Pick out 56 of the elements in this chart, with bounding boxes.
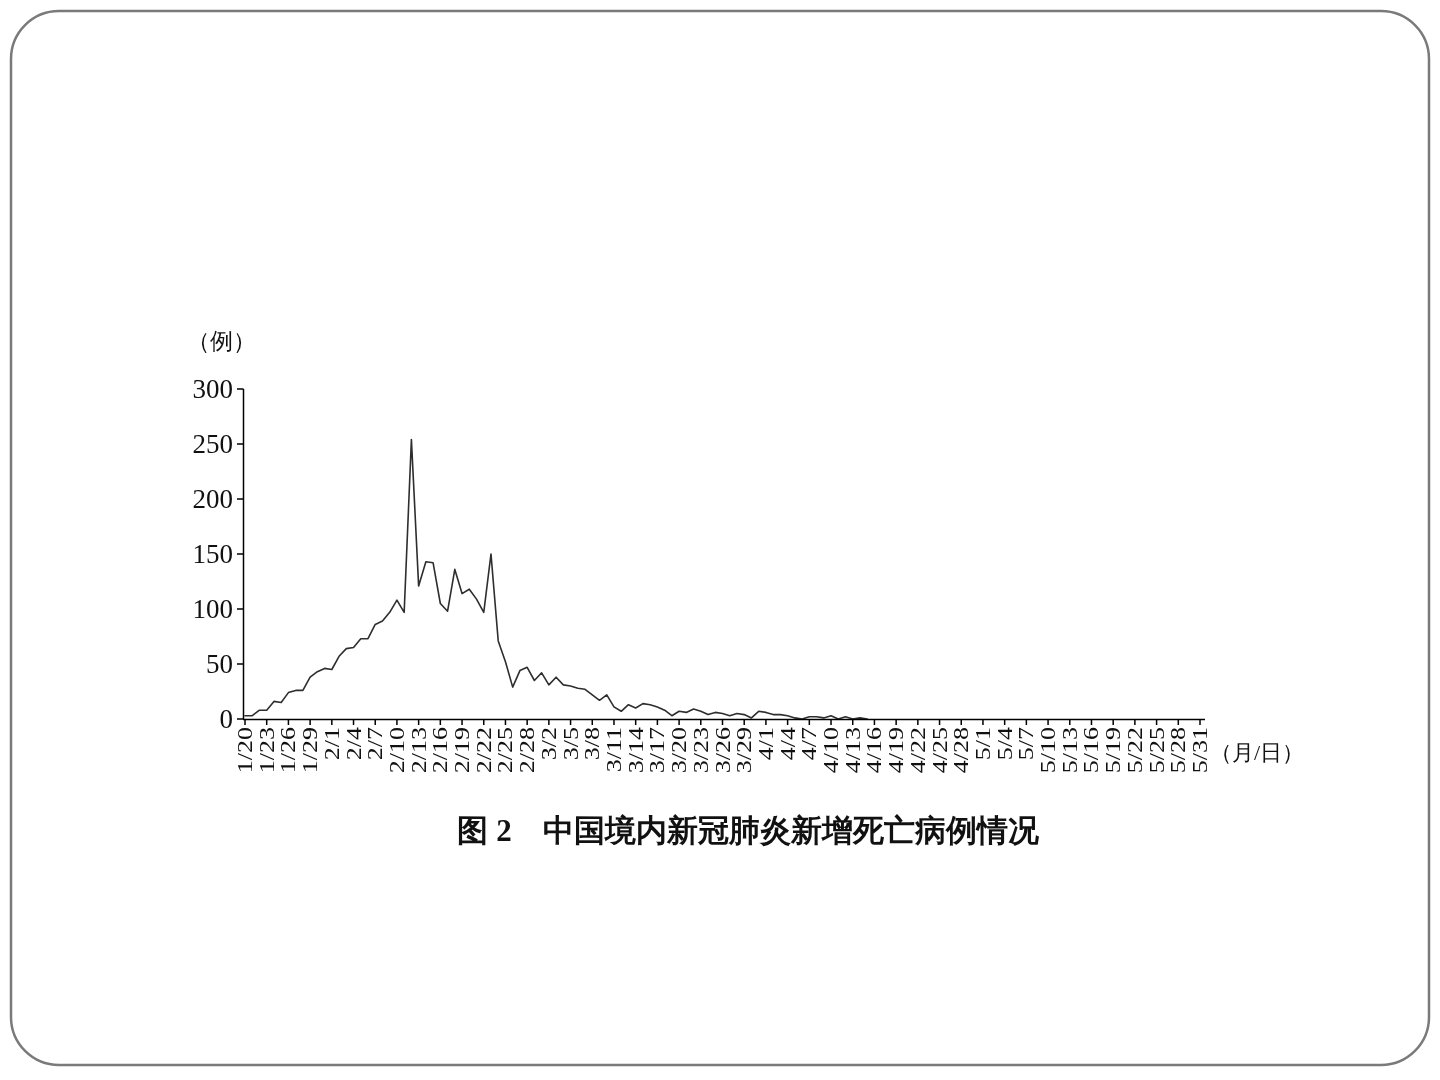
x-tick-label: 4/25 xyxy=(928,727,951,774)
x-tick-label: 5/4 xyxy=(993,726,1016,761)
x-tick-label: 4/13 xyxy=(841,727,865,774)
x-tick-label: 1/29 xyxy=(299,727,322,774)
x-tick-label: 5/25 xyxy=(1145,727,1168,774)
x-tick-label: 3/2 xyxy=(537,727,561,761)
y-tick-label: 50 xyxy=(206,649,233,680)
y-axis-title: （例） xyxy=(187,329,256,354)
x-tick-label: 1/20 xyxy=(233,727,257,774)
x-tick-label: 2/16 xyxy=(429,727,452,774)
x-tick-label: 4/22 xyxy=(906,727,930,774)
y-tick-label: 200 xyxy=(192,484,233,515)
x-tick-label: 4/19 xyxy=(885,727,908,774)
x-tick-label: 1/26 xyxy=(277,727,300,774)
x-tick-label: 3/20 xyxy=(667,727,691,774)
x-tick-label: 5/16 xyxy=(1080,727,1103,774)
x-tick-label: 5/10 xyxy=(1036,727,1060,774)
x-axis-title: （月/日） xyxy=(1210,740,1305,765)
x-tick-label: 2/1 xyxy=(320,727,344,761)
x-tick-label: 4/16 xyxy=(863,727,886,774)
text: 图 2 中国境内新冠肺炎新增死亡病例情况 xyxy=(457,813,1040,848)
y-tick-label: 0 xyxy=(219,704,233,735)
x-tick-label: 3/11 xyxy=(602,727,626,773)
y-tick-label: 250 xyxy=(192,429,233,460)
x-tick-label: 3/26 xyxy=(711,727,734,774)
x-tick-label: 3/8 xyxy=(581,727,604,761)
x-tick-label: 2/28 xyxy=(516,727,539,774)
x-tick-label: 5/1 xyxy=(971,727,995,761)
x-tick-label: 3/29 xyxy=(733,727,756,774)
x-tick-label: 2/13 xyxy=(407,727,430,774)
x-tick-label: 4/7 xyxy=(798,727,821,761)
x-tick-label: 1/23 xyxy=(255,727,279,774)
x-tick-label: 2/4 xyxy=(342,726,365,761)
x-tick-label: 3/23 xyxy=(689,727,713,774)
x-tick-label: 2/22 xyxy=(472,727,496,774)
x-tick-label: 4/28 xyxy=(950,727,973,774)
y-tick-label: 300 xyxy=(192,374,233,405)
x-tick-label: 3/5 xyxy=(559,727,582,761)
x-tick-label: 5/28 xyxy=(1167,727,1190,774)
y-tick-label: 100 xyxy=(192,594,233,625)
x-tick-label: 5/22 xyxy=(1123,727,1147,774)
x-tick-label: 5/7 xyxy=(1015,727,1038,761)
x-tick-label: 2/19 xyxy=(450,727,474,774)
x-tick-label: 2/7 xyxy=(364,727,387,761)
x-tick-label: 3/14 xyxy=(624,726,647,774)
x-tick-label: 5/31 xyxy=(1188,727,1212,774)
x-tick-label: 4/4 xyxy=(776,726,799,761)
x-tick-label: 2/25 xyxy=(494,727,517,774)
x-tick-label: 5/19 xyxy=(1102,727,1125,774)
x-tick-label: 2/10 xyxy=(385,727,409,774)
x-tick-label: 3/17 xyxy=(646,727,669,774)
x-tick-label: 5/13 xyxy=(1058,727,1082,774)
line-series xyxy=(244,438,868,720)
x-tick-label: 4/10 xyxy=(819,727,843,774)
x-tick-label: 4/1 xyxy=(754,727,778,761)
y-tick-label: 150 xyxy=(192,539,233,570)
